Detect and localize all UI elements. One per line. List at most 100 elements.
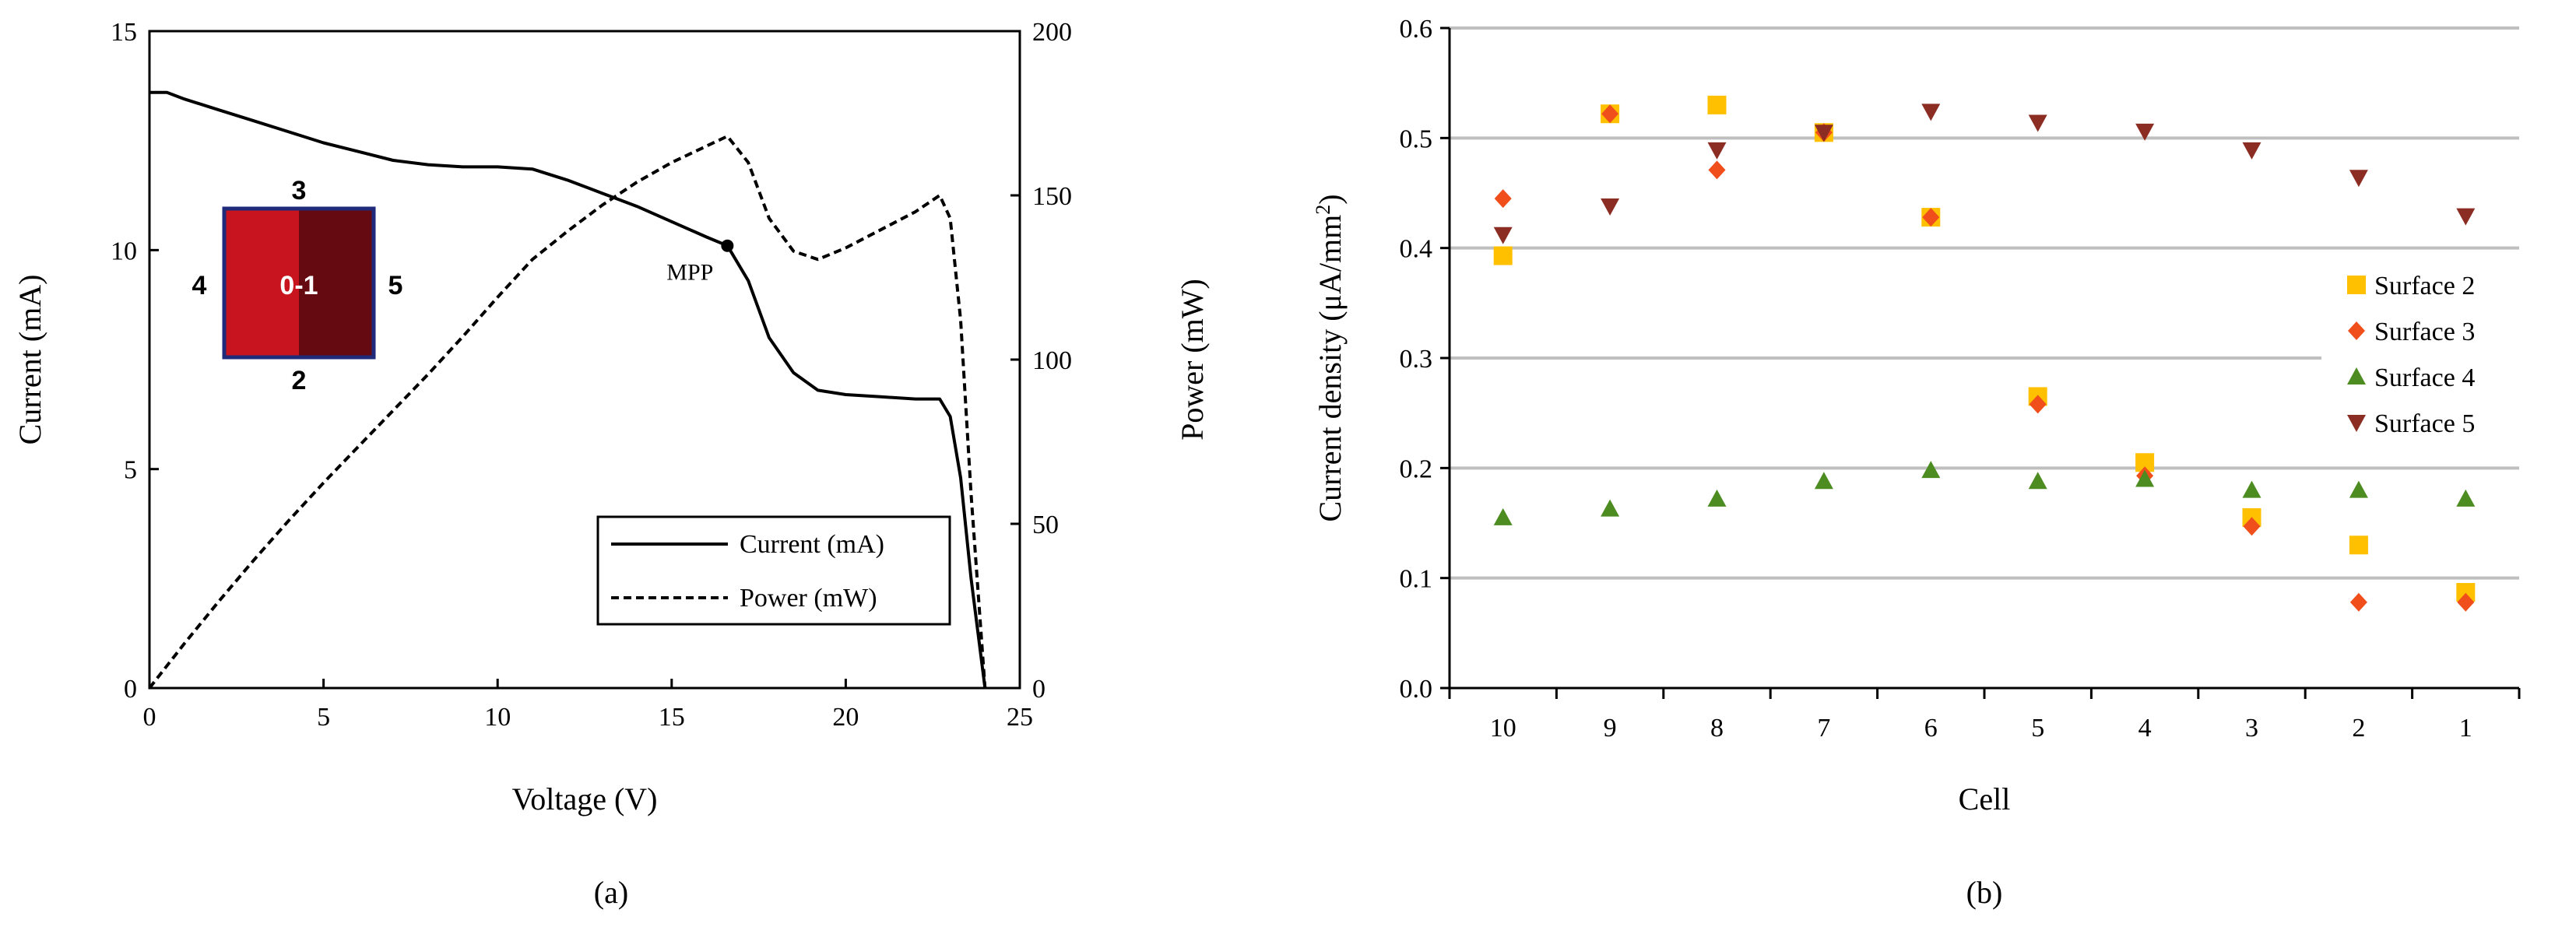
surface-3-point xyxy=(1922,208,1940,227)
chart-b-legend-markers xyxy=(2347,276,2366,432)
inset-left-half xyxy=(224,209,299,357)
surface-4-point xyxy=(1814,472,1833,490)
legend-marker-surface-2 xyxy=(2347,276,2366,294)
chart-b-y-tick-label: 0.5 xyxy=(1400,125,1433,153)
chart-b-x-tick-label: 7 xyxy=(1817,714,1830,743)
inset-center-label: 0-1 xyxy=(279,271,318,300)
chart-a-y2-tick-label: 150 xyxy=(1032,182,1072,211)
chart-b-legend: Surface 2 Surface 3 Surface 4 Surface 5 xyxy=(2321,262,2519,455)
surface-4-point xyxy=(1601,499,1620,517)
chart-b-x-tick-label: 1 xyxy=(2459,714,2472,743)
surface-4-point xyxy=(2242,480,2261,498)
inset-right-label: 5 xyxy=(388,271,403,300)
chart-a-y2-tick-label: 200 xyxy=(1032,18,1072,47)
surface-3-point xyxy=(2243,517,2261,536)
legend-label-current: Current (mA) xyxy=(740,530,884,559)
chart-b-x-tick-label: 10 xyxy=(1490,714,1516,743)
surface-3-point xyxy=(2457,592,2475,612)
surface-4-point xyxy=(1921,461,1941,479)
chart-a-y-ticks: 0 5 10 15 xyxy=(111,18,159,704)
chart-a-caption: (a) xyxy=(594,875,628,910)
chart-a-y2-ticks: 0 50 100 150 200 xyxy=(1010,18,1072,704)
chart-b-x-tick-label: 5 xyxy=(2031,714,2044,743)
chart-b-x-tick-label: 3 xyxy=(2245,714,2258,743)
surface-4-point xyxy=(2028,472,2047,490)
chart-b-x-tick-label: 6 xyxy=(1924,714,1938,743)
chart-b-y-axis-title-tail: ) xyxy=(1313,194,1348,204)
surface-3-point xyxy=(1601,104,1619,124)
chart-b-x-tick-label: 8 xyxy=(1710,714,1724,743)
legend-label-surface-4: Surface 4 xyxy=(2374,363,2475,392)
chart-b-y-ticks: 0.0 0.1 0.2 0.3 0.4 0.5 0.6 xyxy=(1400,15,1450,704)
chart-a-y-tick-label: 15 xyxy=(111,18,137,47)
surface-4-point xyxy=(1707,489,1727,507)
surface-2-point xyxy=(1707,95,1727,114)
chart-a-y2-tick-label: 0 xyxy=(1032,675,1046,704)
chart-a-x-tick-label: 0 xyxy=(143,703,156,732)
chart-a-legend: Current (mA) Power (mW) xyxy=(596,515,951,626)
chart-b-y-tick-label: 0.3 xyxy=(1400,345,1433,374)
chart-a-y2-axis-title: Power (mW) xyxy=(1175,279,1210,441)
mpp-label: MPP xyxy=(666,260,713,286)
surface-5-point xyxy=(1707,142,1727,160)
legend-marker-surface-5 xyxy=(2347,415,2366,432)
chart-b-x-tick-label: 2 xyxy=(2352,714,2365,743)
inset-left-label: 4 xyxy=(192,271,207,300)
surface-5-point xyxy=(2349,170,2368,188)
legend-label-surface-2: Surface 2 xyxy=(2374,272,2475,300)
chart-b-points xyxy=(1493,95,2476,612)
chart-a-y-tick-label: 0 xyxy=(124,675,137,704)
inset-bottom-label: 2 xyxy=(292,366,307,395)
chart-b-x-axis-title: Cell xyxy=(1959,781,2011,816)
current-series-line xyxy=(149,90,987,689)
chart-a-y2-tick-label: 100 xyxy=(1032,346,1072,375)
chart-a-x-tick-label: 25 xyxy=(1007,703,1033,732)
chart-b-y-tick-label: 0.1 xyxy=(1400,565,1433,594)
chart-b-y-axis-title-sup: 2 xyxy=(1312,205,1334,215)
surface-4-point xyxy=(2135,469,2155,487)
surface-5-point xyxy=(1814,125,1833,142)
chart-b-x-tick-label: 9 xyxy=(1604,714,1617,743)
cell-inset-diagram: 0-1 3 2 4 5 xyxy=(192,176,403,395)
chart-a-x-tick-label: 10 xyxy=(484,703,511,732)
chart-a-y-tick-label: 10 xyxy=(111,237,137,265)
chart-a-x-tick-label: 20 xyxy=(832,703,859,732)
chart-a-x-tick-label: 5 xyxy=(317,703,330,732)
chart-b-gridlines xyxy=(1450,26,2519,580)
surface-2-point xyxy=(2349,535,2368,555)
legend-label-surface-3: Surface 3 xyxy=(2374,318,2475,346)
chart-a-y-axis-title: Current (mA) xyxy=(12,275,47,445)
power-series-line xyxy=(148,135,987,690)
inset-border xyxy=(222,206,376,360)
chart-b-y-tick-label: 0.4 xyxy=(1400,235,1433,264)
surface-5-point xyxy=(1493,226,1513,244)
surface-2-point xyxy=(1493,246,1513,265)
surface-4-point xyxy=(2349,480,2368,498)
chart-b-x-tick-label: 4 xyxy=(2138,714,2152,743)
surface-5-point xyxy=(1921,104,1941,121)
chart-a-series xyxy=(148,90,987,690)
chart-a-y-tick-label: 5 xyxy=(124,456,137,485)
surface-4-point xyxy=(2456,489,2476,507)
chart-a-x-tick-label: 15 xyxy=(659,703,685,732)
chart-b-y-axis-title: Current density (μA/mm2) xyxy=(1312,194,1348,521)
surface-5-point xyxy=(2456,208,2476,226)
chart-b-y-tick-label: 0.6 xyxy=(1400,15,1433,44)
surface-3-point xyxy=(1708,160,1726,180)
legend-marker-surface-4 xyxy=(2347,367,2366,384)
mpp-marker xyxy=(721,239,734,252)
chart-b: 0.0 0.1 0.2 0.3 0.4 0.5 0.6 10 9 8 7 6 5 4 3 2 1 Surfac… xyxy=(1312,15,2521,910)
inset-right-half xyxy=(299,209,374,357)
chart-a-x-axis-title: Voltage (V) xyxy=(512,781,658,816)
surface-3-point xyxy=(2029,395,2047,414)
surface-4-point xyxy=(1493,507,1513,525)
chart-a-y2-tick-label: 50 xyxy=(1032,511,1059,539)
surface-5-point xyxy=(2135,123,2155,141)
surface-3-point xyxy=(1494,189,1512,209)
chart-a-x-ticks: 0 5 10 15 20 25 xyxy=(143,679,1033,732)
chart-b-x-ticks: 10 9 8 7 6 5 4 3 2 1 xyxy=(1448,688,2521,743)
chart-b-y-tick-label: 0.2 xyxy=(1400,455,1433,483)
legend-marker-surface-3 xyxy=(2348,321,2365,340)
